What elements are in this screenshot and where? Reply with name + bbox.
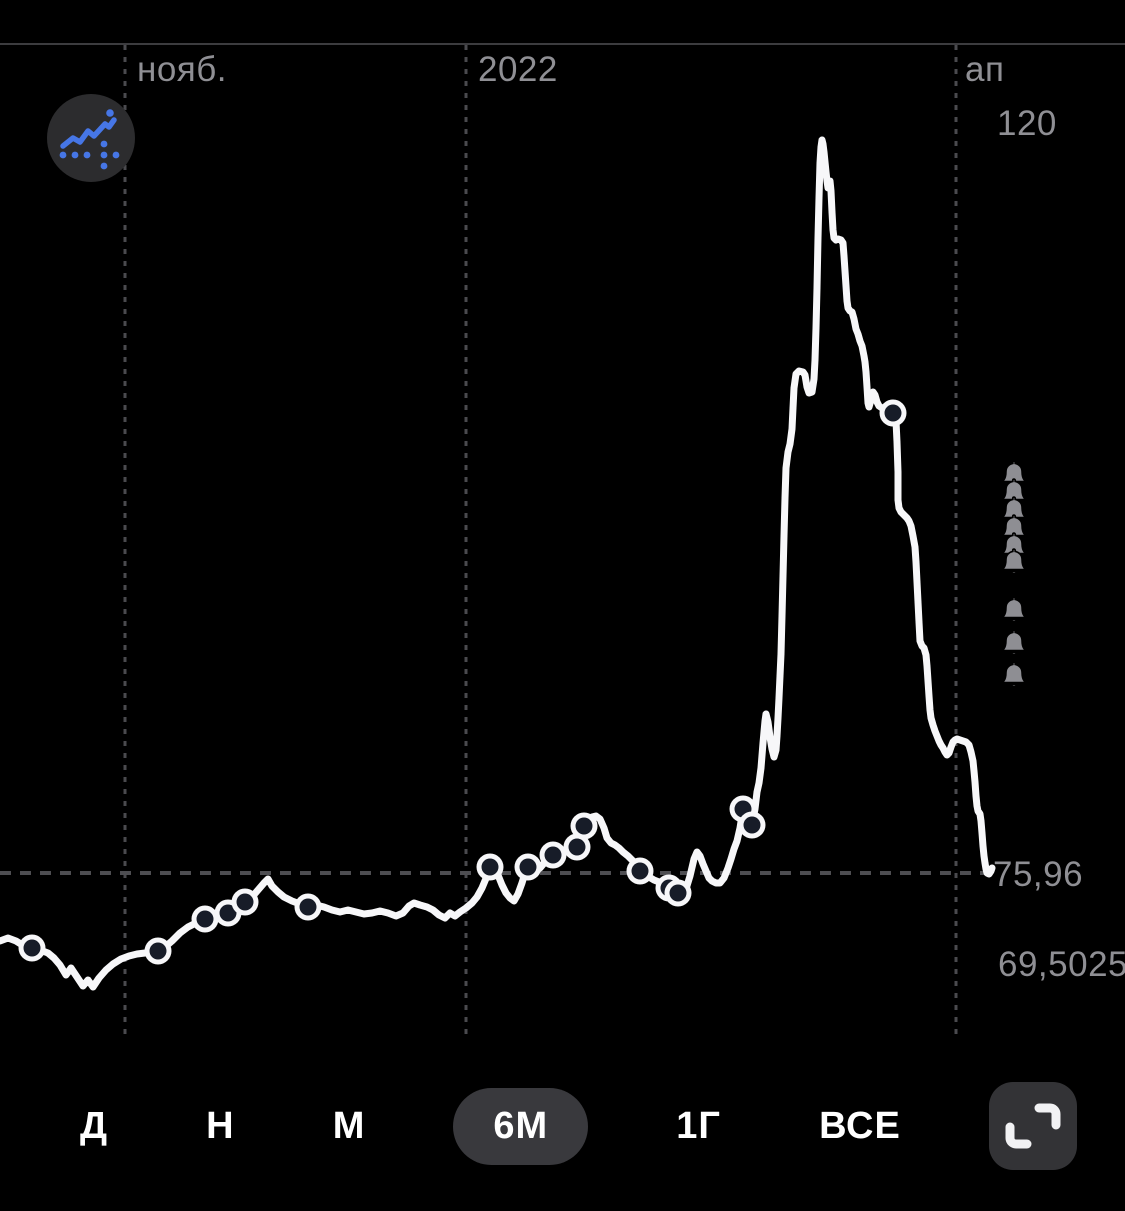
bell-icon: [1002, 596, 1026, 623]
top-divider: [0, 43, 1125, 45]
x-axis-label-month: нояб.: [137, 50, 228, 89]
bell-icon: [1002, 629, 1026, 656]
range-button-week[interactable]: Н: [196, 1088, 244, 1165]
range-button-6m-selected[interactable]: 6М: [453, 1087, 589, 1165]
range-selector-bar: Д Н М 6М 1Г ВСЕ: [0, 1041, 1125, 1211]
line-chart-icon: [59, 109, 120, 170]
bell-icon: [1002, 661, 1026, 688]
expand-chart-button[interactable]: [988, 1082, 1077, 1170]
expand-icon: [1005, 1103, 1061, 1149]
range-button-1y[interactable]: 1Г: [666, 1088, 731, 1165]
price-alert-bells: [1002, 460, 1026, 688]
event-markers: [18, 399, 907, 965]
price-series-line: [0, 136, 996, 991]
x-axis-label-year: 2022: [478, 50, 558, 89]
range-button-month[interactable]: М: [323, 1088, 376, 1165]
range-button-day[interactable]: Д: [70, 1088, 118, 1165]
y-axis-label-high: 120: [997, 104, 1057, 143]
range-button-all[interactable]: ВСЕ: [809, 1088, 911, 1165]
y-axis-label-low: 69,5025: [998, 945, 1125, 984]
x-axis-label-month-clipped: ап: [965, 50, 1005, 89]
chart-type-button[interactable]: [47, 94, 135, 182]
y-axis-label-current: 75,96: [993, 855, 1084, 894]
